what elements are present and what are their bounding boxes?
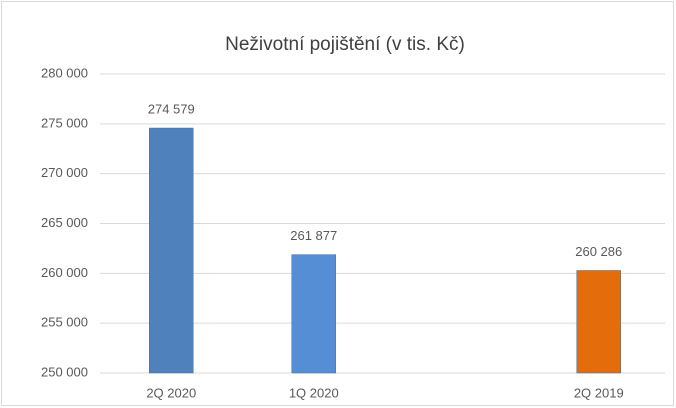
y-tick-label: 255 000 [41, 315, 88, 330]
y-tick-label: 265 000 [41, 215, 88, 230]
y-tick-label: 270 000 [41, 165, 88, 180]
data-label: 274 579 [148, 101, 195, 116]
data-label: 260 286 [575, 244, 622, 259]
bar [149, 127, 194, 374]
bar [576, 270, 621, 374]
data-label: 261 877 [290, 228, 337, 243]
y-tick-label: 275 000 [41, 115, 88, 130]
chart-title: Neživotní pojištění (v tis. Kč) [225, 34, 465, 55]
x-tick-label: 2Q 2019 [574, 385, 624, 400]
y-tick-label: 250 000 [41, 364, 88, 379]
x-tick-label: 2Q 2020 [146, 385, 196, 400]
y-tick-label: 260 000 [41, 265, 88, 280]
bar [291, 254, 336, 374]
y-tick-label: 280 000 [41, 65, 88, 80]
x-tick-label: 1Q 2020 [289, 385, 339, 400]
